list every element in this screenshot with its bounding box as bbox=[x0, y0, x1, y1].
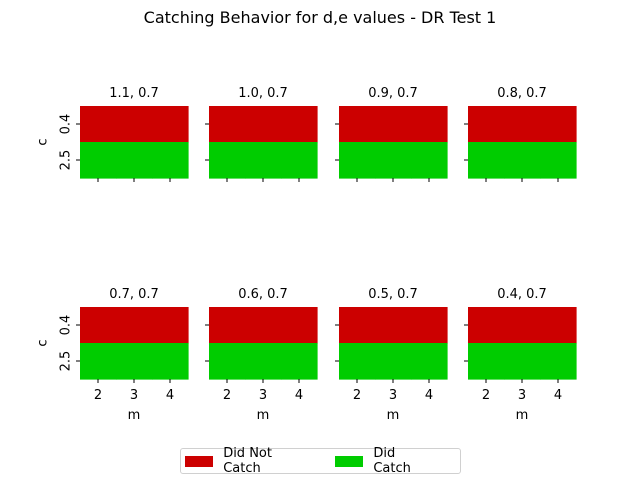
panel-8-title: 0.4, 0.7 bbox=[497, 287, 547, 302]
panel-6-cell-r2-c3 bbox=[281, 343, 318, 380]
panel-1-title: 1.1, 0.7 bbox=[109, 86, 159, 101]
chart-figure: Catching Behavior for d,e values - DR Te… bbox=[36, 8, 577, 423]
panel-1-cell-r1-c3 bbox=[152, 106, 189, 143]
panel-4-cell-r1-c1 bbox=[468, 106, 505, 143]
panel-4-cell-r1-c2 bbox=[504, 106, 541, 143]
panel-7-cell-r2-c2 bbox=[375, 343, 412, 380]
panel-5-x-tick-label-3: 3 bbox=[130, 388, 138, 403]
legend-item-did-catch: Did Catch bbox=[335, 446, 433, 476]
chart-title: Catching Behavior for d,e values - DR Te… bbox=[144, 8, 497, 27]
panel-5-cell-r1-c2 bbox=[116, 307, 153, 344]
panel-5-y-tick-label-0-4: 0.4 bbox=[59, 315, 74, 336]
panel-1-y-axis-label: c bbox=[36, 138, 51, 145]
legend-item-did-not-catch: Did Not Catch bbox=[185, 446, 308, 476]
panel-7-x-tick-label-2: 2 bbox=[353, 388, 361, 403]
panel-1-cell-r2-c2 bbox=[116, 142, 153, 179]
legend-swatch-did-catch bbox=[335, 455, 364, 467]
panel-2-cell-r2-c1 bbox=[209, 142, 246, 179]
panel-5-x-tick-label-4: 4 bbox=[166, 388, 174, 403]
panel-2-cell-r1-c1 bbox=[209, 106, 246, 143]
panel-5-title: 0.7, 0.7 bbox=[109, 287, 159, 302]
legend-label-did-not-catch: Did Not Catch bbox=[223, 446, 272, 476]
panel-2-title: 1.0, 0.7 bbox=[238, 86, 288, 101]
panel-7-cell-r1-c2 bbox=[375, 307, 412, 344]
legend-label-did-catch: Did Catch bbox=[373, 446, 411, 476]
panel-5-cell-r2-c2 bbox=[116, 343, 153, 380]
chart-legend: Did Not Catch Did Catch bbox=[180, 446, 461, 476]
panel-7-cell-r2-c1 bbox=[339, 343, 376, 380]
panel-2-cell-r2-c2 bbox=[245, 142, 282, 179]
panel-7-cell-r1-c1 bbox=[339, 307, 376, 344]
panel-5-cell-r1-c1 bbox=[80, 307, 117, 344]
panel-8-cell-r1-c2 bbox=[504, 307, 541, 344]
panel-1-cell-r1-c1 bbox=[80, 106, 117, 143]
panel-7-title: 0.5, 0.7 bbox=[368, 287, 418, 302]
panel-4-cell-r1-c3 bbox=[540, 106, 577, 143]
panel-6-cell-r1-c1 bbox=[209, 307, 246, 344]
panel-6-x-tick-label-4: 4 bbox=[295, 388, 303, 403]
panel-1-cell-r2-c3 bbox=[152, 142, 189, 179]
panel-8-cell-r1-c1 bbox=[468, 307, 505, 344]
panel-8-cell-r2-c2 bbox=[504, 343, 541, 380]
panel-5-cell-r1-c3 bbox=[152, 307, 189, 344]
panel-3-title: 0.9, 0.7 bbox=[368, 86, 418, 101]
panel-3-cell-r2-c1 bbox=[339, 142, 376, 179]
panel-8-cell-r2-c1 bbox=[468, 343, 505, 380]
panel-6-cell-r1-c3 bbox=[281, 307, 318, 344]
panel-2-cell-r1-c2 bbox=[245, 106, 282, 143]
panel-8-cell-r1-c3 bbox=[540, 307, 577, 344]
panel-6-x-tick-label-3: 3 bbox=[259, 388, 267, 403]
panel-8-x-axis-label: m bbox=[516, 408, 529, 423]
panel-8-x-tick-label-4: 4 bbox=[554, 388, 562, 403]
panel-5-x-tick-label-2: 2 bbox=[94, 388, 102, 403]
panel-1-cell-r2-c1 bbox=[80, 142, 117, 179]
panel-6-cell-r2-c2 bbox=[245, 343, 282, 380]
panel-3-cell-r1-c2 bbox=[375, 106, 412, 143]
panel-4-cell-r2-c1 bbox=[468, 142, 505, 179]
panel-6-x-tick-label-2: 2 bbox=[223, 388, 231, 403]
panel-5-cell-r2-c3 bbox=[152, 343, 189, 380]
panel-5-cell-r2-c1 bbox=[80, 343, 117, 380]
panel-7-x-tick-label-4: 4 bbox=[425, 388, 433, 403]
panel-1-y-tick-label-2-5: 2.5 bbox=[59, 150, 74, 171]
panel-7-x-tick-label-3: 3 bbox=[389, 388, 397, 403]
panel-4-cell-r2-c3 bbox=[540, 142, 577, 179]
panel-5-y-axis-label: c bbox=[36, 339, 51, 346]
panel-8-cell-r2-c3 bbox=[540, 343, 577, 380]
panel-6-cell-r2-c1 bbox=[209, 343, 246, 380]
panel-8-x-tick-label-3: 3 bbox=[518, 388, 526, 403]
panel-7-cell-r2-c3 bbox=[411, 343, 448, 380]
legend-swatch-did-not-catch bbox=[185, 455, 214, 467]
panel-7-x-axis-label: m bbox=[387, 408, 400, 423]
panel-1-cell-r1-c2 bbox=[116, 106, 153, 143]
panel-4-cell-r2-c2 bbox=[504, 142, 541, 179]
panel-6-x-axis-label: m bbox=[257, 408, 270, 423]
panel-5-x-axis-label: m bbox=[128, 408, 141, 423]
panel-2-cell-r1-c3 bbox=[281, 106, 318, 143]
panel-6-title: 0.6, 0.7 bbox=[238, 287, 288, 302]
panel-3-cell-r2-c2 bbox=[375, 142, 412, 179]
panel-4-title: 0.8, 0.7 bbox=[497, 86, 547, 101]
panel-1-y-tick-label-0-4: 0.4 bbox=[59, 114, 74, 135]
panel-3-cell-r1-c3 bbox=[411, 106, 448, 143]
panel-5-y-tick-label-2-5: 2.5 bbox=[59, 351, 74, 372]
panel-6-cell-r1-c2 bbox=[245, 307, 282, 344]
panel-7-cell-r1-c3 bbox=[411, 307, 448, 344]
panel-8-x-tick-label-2: 2 bbox=[482, 388, 490, 403]
panel-3-cell-r1-c1 bbox=[339, 106, 376, 143]
panel-3-cell-r2-c3 bbox=[411, 142, 448, 179]
panel-2-cell-r2-c3 bbox=[281, 142, 318, 179]
